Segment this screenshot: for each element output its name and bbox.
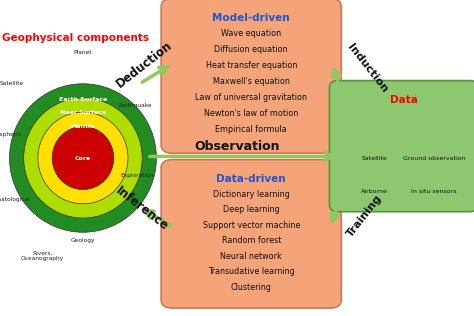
Text: Geology: Geology [71, 238, 95, 243]
Text: Support vector machine: Support vector machine [202, 221, 300, 230]
Text: Planet: Planet [73, 50, 92, 55]
Text: Data: Data [390, 94, 418, 105]
Text: Law of universal gravitation: Law of universal gravitation [195, 93, 307, 102]
Text: Empirical formula: Empirical formula [215, 125, 287, 134]
Ellipse shape [38, 112, 128, 204]
Text: Clustering: Clustering [231, 283, 272, 292]
Text: Near Surface: Near Surface [60, 110, 106, 115]
Text: Mantle: Mantle [71, 124, 95, 129]
Text: Newton's law of motion: Newton's law of motion [204, 109, 298, 118]
Text: Airborne: Airborne [361, 189, 388, 194]
Text: Deep learning: Deep learning [223, 205, 280, 214]
Text: Maxwell's equation: Maxwell's equation [213, 77, 290, 86]
FancyBboxPatch shape [329, 81, 474, 212]
FancyBboxPatch shape [161, 160, 341, 308]
Text: Observation: Observation [194, 140, 280, 153]
Text: Random forest: Random forest [221, 236, 281, 245]
Text: Satellite: Satellite [0, 81, 24, 86]
FancyBboxPatch shape [161, 0, 341, 153]
Text: Training: Training [345, 193, 384, 240]
Text: Ground observation: Ground observation [403, 155, 465, 161]
Text: In situ sensors: In situ sensors [411, 189, 457, 194]
Text: Geophysical components: Geophysical components [2, 33, 149, 43]
Text: Earthquake: Earthquake [118, 103, 152, 108]
Text: Data-driven: Data-driven [217, 174, 286, 185]
Text: Dictionary learning: Dictionary learning [213, 190, 290, 199]
Text: Exploration: Exploration [121, 173, 154, 178]
Text: Transudative learning: Transudative learning [208, 267, 295, 276]
Text: Induction: Induction [345, 42, 389, 94]
Text: Heat transfer equation: Heat transfer equation [206, 61, 297, 70]
Text: Climatological: Climatological [0, 197, 30, 202]
Text: Wave equation: Wave equation [221, 29, 281, 38]
Text: Neural network: Neural network [220, 252, 282, 261]
Ellipse shape [52, 126, 114, 190]
Text: Rivers,
Oceanography: Rivers, Oceanography [21, 251, 64, 261]
Text: Earth Surface: Earth Surface [59, 97, 107, 102]
Text: Model-driven: Model-driven [212, 13, 290, 23]
Text: Diffusion equation: Diffusion equation [214, 45, 288, 54]
Text: Inference: Inference [113, 184, 171, 233]
Ellipse shape [9, 84, 156, 232]
Text: Satellite: Satellite [361, 155, 387, 161]
Ellipse shape [24, 98, 142, 218]
Text: Atmospheric: Atmospheric [0, 132, 22, 137]
Text: Deduction: Deduction [114, 39, 175, 91]
Text: Core: Core [75, 155, 91, 161]
